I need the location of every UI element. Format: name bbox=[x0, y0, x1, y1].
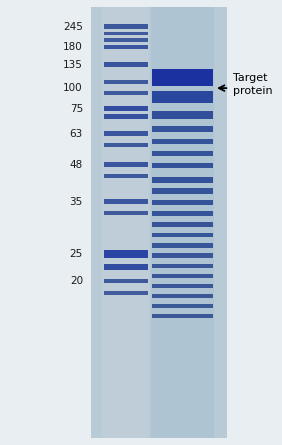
Text: Target
protein: Target protein bbox=[233, 73, 273, 96]
Bar bbox=[152, 264, 213, 268]
Bar bbox=[151, 7, 214, 438]
Bar bbox=[152, 233, 213, 238]
Bar bbox=[152, 274, 213, 278]
Text: 245: 245 bbox=[63, 22, 83, 32]
Bar bbox=[152, 200, 213, 205]
Bar bbox=[152, 211, 213, 216]
Text: 75: 75 bbox=[70, 104, 83, 113]
Bar bbox=[152, 189, 213, 194]
Bar bbox=[152, 284, 213, 288]
Text: 48: 48 bbox=[70, 160, 83, 170]
Bar bbox=[152, 222, 213, 227]
Bar bbox=[103, 143, 148, 147]
Bar bbox=[103, 24, 148, 29]
Bar bbox=[152, 69, 213, 86]
Text: 63: 63 bbox=[70, 129, 83, 138]
Bar bbox=[152, 243, 213, 248]
Bar bbox=[152, 139, 213, 144]
Bar bbox=[152, 91, 213, 103]
Bar bbox=[103, 174, 148, 178]
Bar bbox=[152, 177, 213, 183]
Text: 100: 100 bbox=[63, 83, 83, 93]
Text: 180: 180 bbox=[63, 42, 83, 52]
Text: 20: 20 bbox=[70, 276, 83, 286]
Bar bbox=[103, 92, 148, 96]
Bar bbox=[103, 131, 148, 136]
Bar bbox=[103, 250, 148, 258]
Bar bbox=[103, 162, 148, 167]
Bar bbox=[152, 294, 213, 298]
Text: 35: 35 bbox=[70, 197, 83, 206]
Bar bbox=[103, 105, 148, 111]
Bar bbox=[152, 254, 213, 258]
Bar bbox=[103, 32, 148, 35]
Bar bbox=[103, 114, 148, 119]
Text: 25: 25 bbox=[70, 249, 83, 259]
Bar bbox=[152, 163, 213, 169]
Bar bbox=[152, 304, 213, 308]
Bar bbox=[152, 151, 213, 156]
Bar bbox=[102, 7, 149, 438]
Bar bbox=[103, 264, 148, 270]
Bar bbox=[103, 291, 148, 295]
Bar bbox=[152, 126, 213, 132]
Bar bbox=[103, 62, 148, 67]
Bar bbox=[103, 44, 148, 49]
Bar bbox=[103, 80, 148, 85]
Bar bbox=[103, 211, 148, 214]
Bar bbox=[103, 38, 148, 42]
Bar bbox=[103, 199, 148, 204]
Bar bbox=[152, 314, 213, 318]
Text: 135: 135 bbox=[63, 60, 83, 69]
Bar bbox=[91, 7, 226, 438]
Bar bbox=[152, 111, 213, 119]
Bar bbox=[103, 279, 148, 283]
